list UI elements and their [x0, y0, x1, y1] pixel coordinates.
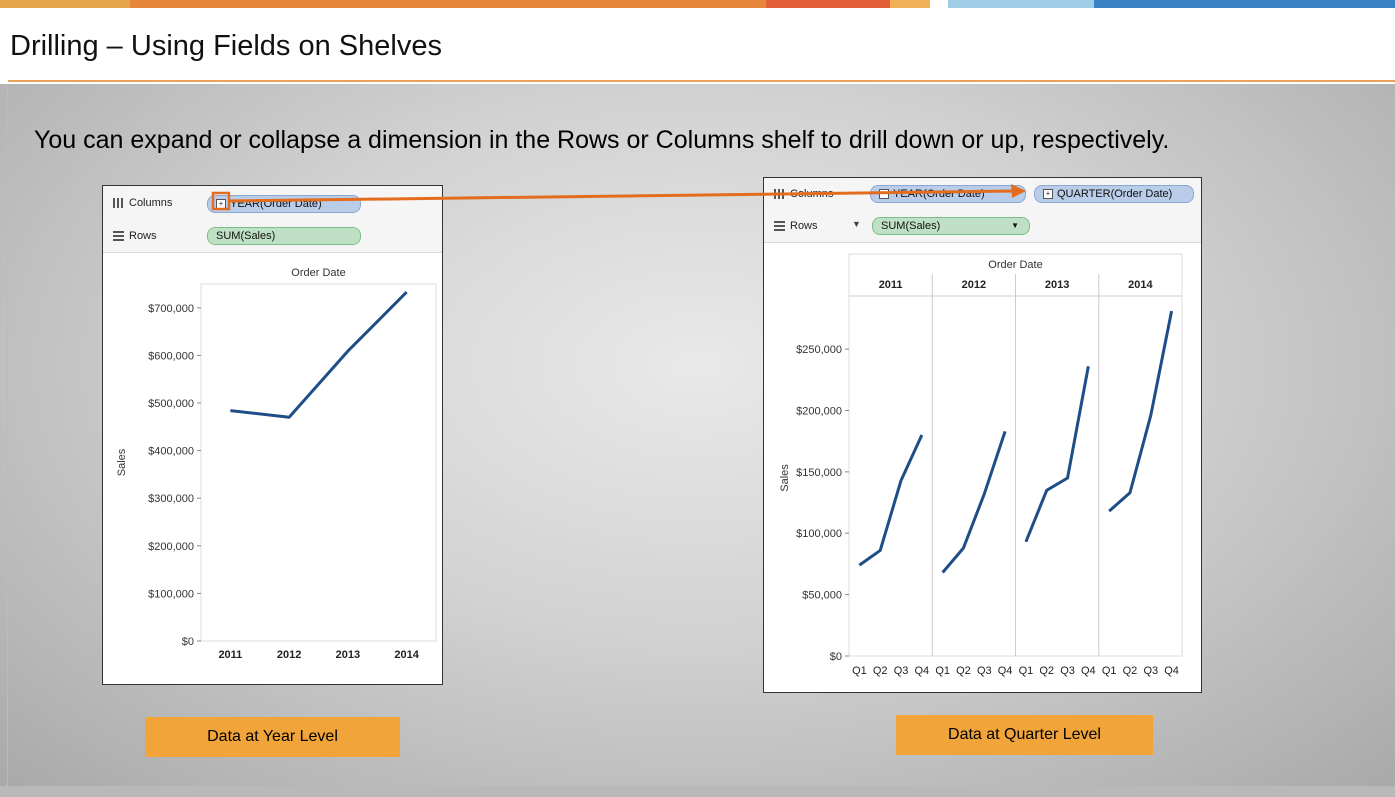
- x-tick-label: Q1: [935, 665, 950, 677]
- group-header-label: 2014: [1128, 279, 1153, 291]
- x-tick-label: Q1: [1019, 665, 1034, 677]
- year-order-date-pill-label: YEAR(Order Date): [230, 198, 322, 210]
- footer-bar: [0, 786, 1395, 797]
- chevron-down-icon[interactable]: ▼: [1011, 221, 1019, 230]
- y-tick-label: $200,000: [796, 405, 842, 417]
- columns-shelf-label: Columns: [129, 196, 173, 209]
- expand-plus-icon[interactable]: +: [216, 199, 226, 210]
- group-header-label: 2012: [962, 279, 986, 291]
- rows-shelf-label: Rows: [129, 229, 157, 242]
- collapse-minus-icon[interactable]: −: [879, 189, 889, 200]
- y-tick-label: $0: [830, 651, 842, 663]
- quarter-order-date-pill-label: QUARTER(Order Date): [1057, 188, 1173, 200]
- left-edge-rule: [7, 84, 8, 786]
- year-level-caption: Data at Year Level: [145, 717, 400, 757]
- x-tick-label: 2013: [336, 649, 360, 661]
- sales-line-2014: [1108, 310, 1174, 513]
- columns-shelf: Columns + YEAR(Order Date): [103, 186, 442, 220]
- chevron-down-icon[interactable]: ▼: [852, 219, 861, 229]
- expand-plus-icon[interactable]: +: [1043, 189, 1053, 200]
- quarter-line-chart: Order Date 2011 Q1 Q2 Q3 Q4 2012 Q1 Q2 Q3 Q4 2013 Q1…: [779, 253, 1183, 677]
- year-line-chart: Order Date $0 $100,000 $200,000 $300,000 $400…: [116, 267, 437, 661]
- y-tick-label: $250,000: [796, 344, 842, 356]
- x-tick-label: Q1: [1102, 665, 1117, 677]
- x-tick-label: Q4: [915, 665, 930, 677]
- x-tick-label: Q3: [977, 665, 992, 677]
- quarter-level-caption: Data at Quarter Level: [896, 715, 1153, 755]
- x-tick-label: 2014: [394, 649, 419, 661]
- year-order-date-pill[interactable]: − YEAR(Order Date): [870, 185, 1026, 203]
- y-tick-label: $100,000: [148, 588, 194, 600]
- quarter-order-date-pill[interactable]: + QUARTER(Order Date): [1034, 185, 1194, 203]
- y-tick-label: $0: [182, 636, 194, 648]
- rows-shelf-icon: [113, 230, 124, 241]
- x-tick-label: Q2: [956, 665, 971, 677]
- y-tick-label: $300,000: [148, 493, 194, 505]
- y-tick-label: $200,000: [148, 541, 194, 553]
- sales-line-2011: [858, 434, 924, 567]
- y-tick-label: $150,000: [796, 467, 842, 479]
- slide-header: Drilling – Using Fields on Shelves: [0, 8, 1395, 82]
- year-order-date-pill[interactable]: + YEAR(Order Date): [207, 195, 361, 213]
- x-tick-label: 2011: [218, 649, 242, 661]
- sum-sales-pill-label: SUM(Sales): [216, 230, 276, 242]
- sum-sales-pill-label: SUM(Sales): [881, 220, 941, 232]
- y-tick-label: $700,000: [148, 303, 194, 315]
- x-tick-label: Q3: [1143, 665, 1158, 677]
- sum-sales-pill[interactable]: SUM(Sales) ▼: [872, 217, 1030, 235]
- columns-shelf-icon: [113, 197, 124, 208]
- x-tick-label: Q2: [1039, 665, 1054, 677]
- y-axis-label: Sales: [779, 464, 791, 492]
- sum-sales-pill[interactable]: SUM(Sales): [207, 227, 361, 245]
- y-tick-label: $50,000: [802, 590, 842, 602]
- title-divider: [8, 80, 1395, 82]
- y-tick-label: $600,000: [148, 350, 194, 362]
- quarter-level-view: Columns − YEAR(Order Date) + QUARTER(Order…: [763, 177, 1202, 693]
- slide-subtitle: You can expand or collapse a dimension i…: [34, 126, 1170, 154]
- x-tick-label: Q3: [894, 665, 909, 677]
- x-tick-label: Q2: [1123, 665, 1138, 677]
- chart-title: Order Date: [988, 259, 1042, 271]
- y-tick-label: $100,000: [796, 528, 842, 540]
- y-axis-label: Sales: [116, 448, 128, 476]
- year-order-date-pill-label: YEAR(Order Date): [893, 188, 985, 200]
- year-level-view: Columns + YEAR(Order Date) Rows SUM(Sales…: [102, 185, 443, 685]
- rows-shelf-label: Rows: [790, 220, 818, 232]
- y-tick-label: $400,000: [148, 446, 194, 458]
- x-tick-label: Q2: [873, 665, 888, 677]
- sales-line-2012: [941, 430, 1007, 574]
- group-header-label: 2013: [1045, 279, 1069, 291]
- group-header-label: 2011: [879, 279, 903, 291]
- rows-shelf-right: Rows ▼ SUM(Sales) ▼: [764, 210, 1201, 243]
- x-tick-label: Q3: [1060, 665, 1075, 677]
- accent-bar: [0, 0, 1395, 8]
- columns-shelf-label: Columns: [790, 188, 834, 200]
- plot-area: [200, 283, 437, 642]
- y-tick-label: $500,000: [148, 398, 194, 410]
- slide-title: Drilling – Using Fields on Shelves: [10, 30, 442, 62]
- chart-title: Order Date: [291, 267, 345, 279]
- columns-shelf-right: Columns − YEAR(Order Date) + QUARTER(Order…: [764, 178, 1201, 211]
- x-tick-label: Q1: [852, 665, 867, 677]
- x-tick-label: Q4: [1081, 665, 1096, 677]
- sales-line-2013: [1024, 366, 1090, 543]
- x-tick-label: 2012: [277, 649, 301, 661]
- sales-line: [230, 291, 408, 419]
- x-tick-label: Q4: [1164, 665, 1179, 677]
- rows-shelf-icon: [774, 221, 785, 231]
- x-tick-label: Q4: [998, 665, 1013, 677]
- columns-shelf-icon: [774, 189, 785, 199]
- rows-shelf: Rows SUM(Sales): [103, 219, 442, 253]
